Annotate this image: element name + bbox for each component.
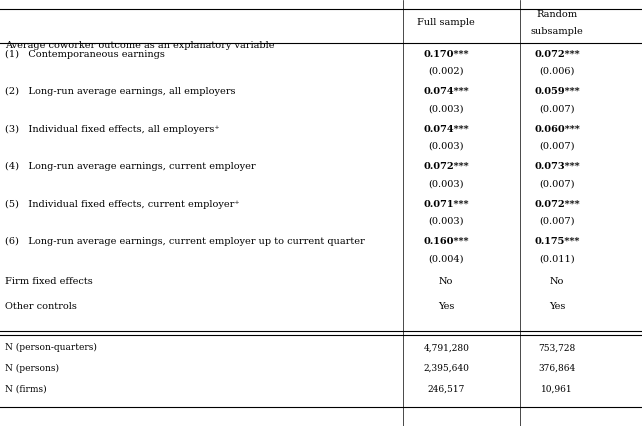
Text: 0.160***: 0.160*** xyxy=(424,237,469,246)
Text: (0.007): (0.007) xyxy=(539,142,575,151)
Text: 0.071***: 0.071*** xyxy=(424,200,469,209)
Text: Firm fixed effects: Firm fixed effects xyxy=(5,277,93,286)
Text: subsample: subsample xyxy=(531,27,584,36)
Text: No: No xyxy=(550,277,564,286)
Text: 0.060***: 0.060*** xyxy=(534,125,580,134)
Text: (0.003): (0.003) xyxy=(428,179,464,188)
Text: 0.175***: 0.175*** xyxy=(535,237,580,246)
Text: (5)   Individual fixed effects, current employer⁺: (5) Individual fixed effects, current em… xyxy=(5,200,239,209)
Text: 246,517: 246,517 xyxy=(428,384,465,393)
Text: 376,864: 376,864 xyxy=(539,364,576,373)
Text: N (persons): N (persons) xyxy=(5,364,59,373)
Text: (0.006): (0.006) xyxy=(539,67,575,76)
Text: 0.072***: 0.072*** xyxy=(534,50,580,59)
Text: Full sample: Full sample xyxy=(417,18,475,27)
Text: (0.007): (0.007) xyxy=(539,179,575,188)
Text: Yes: Yes xyxy=(549,302,566,311)
Text: (0.007): (0.007) xyxy=(539,217,575,226)
Text: 10,961: 10,961 xyxy=(541,384,573,393)
Text: 0.073***: 0.073*** xyxy=(534,162,580,171)
Text: Yes: Yes xyxy=(438,302,455,311)
Text: (0.003): (0.003) xyxy=(428,142,464,151)
Text: 0.072***: 0.072*** xyxy=(423,162,469,171)
Text: N (person-quarters): N (person-quarters) xyxy=(5,343,97,352)
Text: 4,791,280: 4,791,280 xyxy=(423,343,469,352)
Text: Other controls: Other controls xyxy=(5,302,77,311)
Text: (0.004): (0.004) xyxy=(428,254,464,263)
Text: 0.072***: 0.072*** xyxy=(534,200,580,209)
Text: (4)   Long-run average earnings, current employer: (4) Long-run average earnings, current e… xyxy=(5,162,256,171)
Text: (0.003): (0.003) xyxy=(428,104,464,113)
Text: 0.170***: 0.170*** xyxy=(424,50,469,59)
Text: (2)   Long-run average earnings, all employers: (2) Long-run average earnings, all emplo… xyxy=(5,87,236,96)
Text: N (firms): N (firms) xyxy=(5,384,47,393)
Text: (0.007): (0.007) xyxy=(539,104,575,113)
Text: (0.002): (0.002) xyxy=(428,67,464,76)
Text: 0.059***: 0.059*** xyxy=(534,87,580,96)
Text: (0.003): (0.003) xyxy=(428,217,464,226)
Text: (3)   Individual fixed effects, all employers⁺: (3) Individual fixed effects, all employ… xyxy=(5,125,220,134)
Text: Random: Random xyxy=(537,10,578,19)
Text: (6)   Long-run average earnings, current employer up to current quarter: (6) Long-run average earnings, current e… xyxy=(5,237,365,246)
Text: Average coworker outcome as an explanatory variable: Average coworker outcome as an explanato… xyxy=(5,41,275,50)
Text: 0.074***: 0.074*** xyxy=(423,125,469,134)
Text: (0.011): (0.011) xyxy=(539,254,575,263)
Text: 2,395,640: 2,395,640 xyxy=(423,364,469,373)
Text: 0.074***: 0.074*** xyxy=(423,87,469,96)
Text: 753,728: 753,728 xyxy=(539,343,576,352)
Text: (1)   Contemporaneous earnings: (1) Contemporaneous earnings xyxy=(5,50,165,59)
Text: No: No xyxy=(439,277,453,286)
